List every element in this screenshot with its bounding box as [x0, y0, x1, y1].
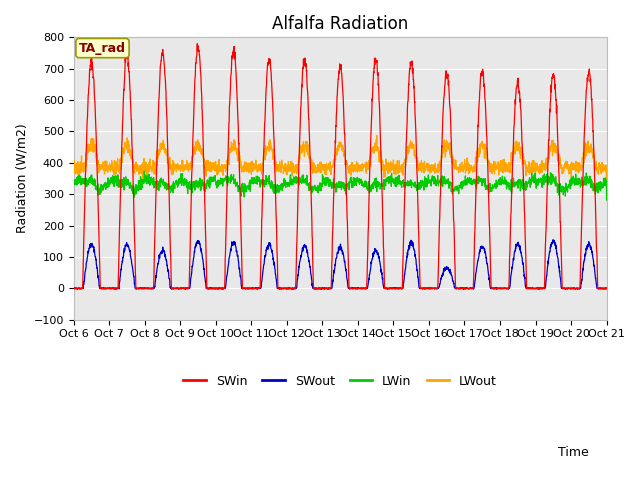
- LWin: [70, 180, 77, 186]
- LWout: [218, 163, 226, 169]
- LWin: [495, 177, 503, 183]
- SWout: [571, 286, 579, 291]
- LWout: [367, 154, 374, 160]
- Text: TA_rad: TA_rad: [79, 42, 126, 55]
- SWin: [603, 286, 611, 291]
- SWout: [218, 286, 226, 291]
- LWout: [373, 132, 381, 138]
- SWout: [603, 286, 611, 292]
- LWout: [495, 168, 503, 174]
- Line: LWout: LWout: [74, 135, 607, 186]
- LWout: [603, 183, 611, 189]
- LWin: [556, 186, 563, 192]
- Line: SWin: SWin: [74, 44, 607, 289]
- SWin: [289, 287, 297, 292]
- LWin: [356, 181, 364, 187]
- Title: Alfalfa Radiation: Alfalfa Radiation: [272, 15, 408, 33]
- SWout: [495, 286, 503, 291]
- SWin: [356, 285, 364, 291]
- SWin: [495, 286, 503, 291]
- Line: SWout: SWout: [74, 240, 607, 289]
- LWin: [140, 168, 148, 174]
- LWin: [603, 197, 611, 203]
- LWout: [355, 166, 363, 171]
- SWout: [549, 237, 557, 242]
- SWout: [70, 286, 77, 291]
- LWout: [571, 161, 579, 167]
- SWin: [219, 286, 227, 292]
- SWout: [556, 272, 564, 278]
- LWout: [70, 164, 77, 169]
- Line: LWin: LWin: [74, 171, 607, 200]
- SWout: [367, 259, 375, 265]
- Y-axis label: Radiation (W/m2): Radiation (W/m2): [15, 124, 28, 233]
- SWin: [193, 41, 201, 47]
- LWin: [367, 182, 375, 188]
- SWout: [356, 286, 364, 291]
- SWout: [318, 287, 326, 292]
- Legend: SWin, SWout, LWin, LWout: SWin, SWout, LWin, LWout: [178, 370, 502, 393]
- LWin: [571, 176, 579, 181]
- SWin: [571, 285, 579, 291]
- SWin: [556, 202, 564, 207]
- Text: Time: Time: [558, 446, 589, 459]
- SWin: [367, 121, 375, 127]
- LWout: [556, 153, 563, 159]
- SWin: [70, 286, 77, 291]
- LWin: [219, 180, 227, 186]
